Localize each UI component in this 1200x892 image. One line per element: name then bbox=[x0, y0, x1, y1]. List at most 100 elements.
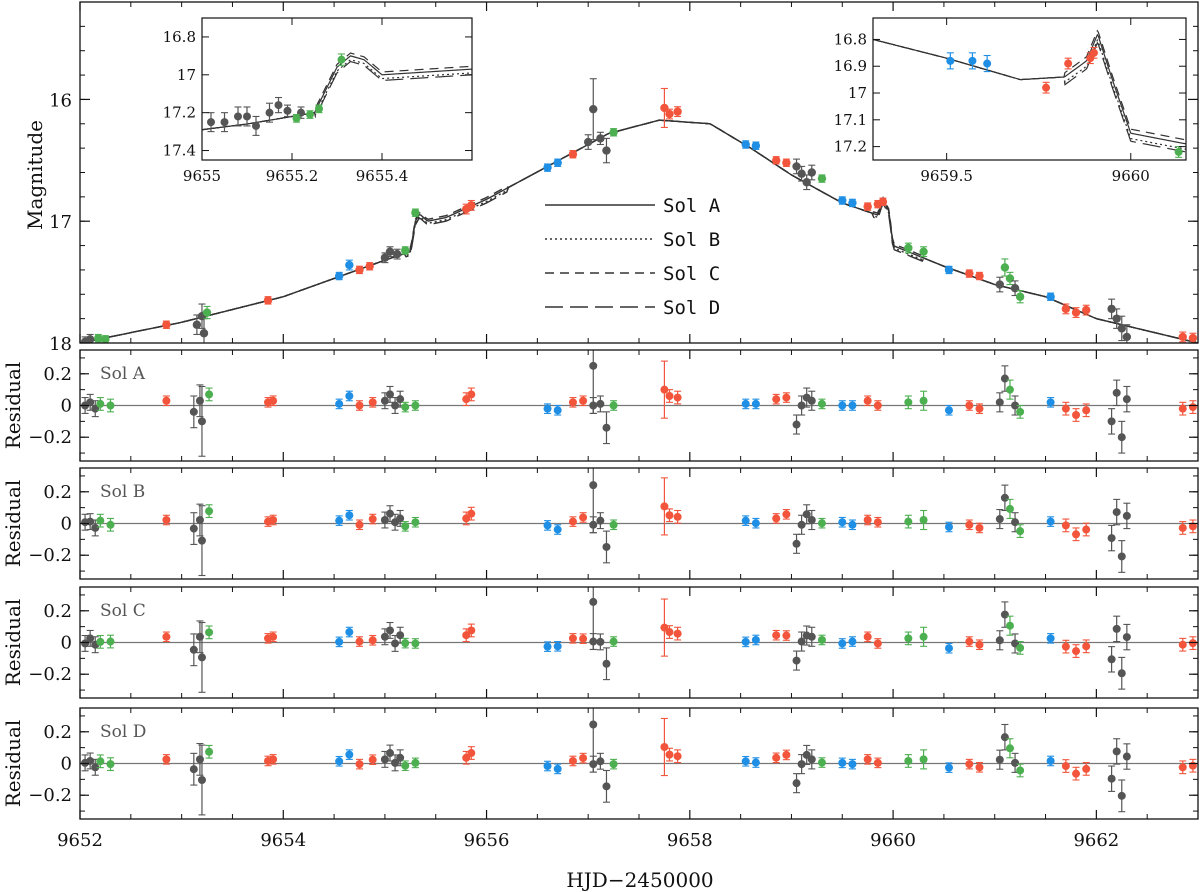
residual-point bbox=[838, 758, 847, 767]
inset-right-data-point bbox=[1174, 147, 1183, 156]
residual-point bbox=[817, 519, 826, 528]
data-point bbox=[1122, 332, 1132, 342]
data-point bbox=[334, 271, 344, 281]
residual-point bbox=[467, 390, 476, 399]
residual-point bbox=[919, 755, 928, 764]
x-axis-label: HJD−2450000 bbox=[566, 868, 713, 892]
data-point bbox=[596, 134, 605, 143]
residual-point bbox=[1112, 508, 1121, 517]
residual-point bbox=[411, 758, 420, 767]
residual-point bbox=[1117, 669, 1126, 678]
data-point bbox=[101, 335, 110, 343]
residual-point bbox=[380, 755, 389, 764]
data-point bbox=[995, 280, 1005, 289]
residual-point bbox=[162, 396, 171, 405]
residual-point bbox=[665, 628, 674, 637]
data-point bbox=[202, 308, 212, 317]
residual-point bbox=[1178, 640, 1187, 649]
data-point bbox=[568, 150, 578, 159]
residual-point bbox=[782, 631, 791, 640]
residual-point bbox=[368, 515, 377, 524]
residual-point bbox=[660, 743, 669, 752]
residual-panel-label: Sol B bbox=[100, 482, 145, 502]
residual-point bbox=[792, 539, 801, 548]
data-point bbox=[543, 163, 552, 172]
residual-point bbox=[797, 760, 806, 769]
residual-point bbox=[162, 755, 171, 764]
residual-point bbox=[817, 635, 826, 644]
residual-point bbox=[81, 639, 90, 648]
residual-point bbox=[741, 516, 750, 525]
residual-point bbox=[1188, 403, 1197, 412]
residual-point bbox=[189, 645, 198, 654]
residual-point bbox=[96, 637, 105, 646]
data-point bbox=[1071, 308, 1081, 317]
residual-point bbox=[772, 753, 781, 762]
residual-point bbox=[1011, 401, 1020, 410]
data-point bbox=[741, 140, 750, 149]
data-point bbox=[944, 265, 954, 275]
residual-point bbox=[838, 518, 847, 527]
residual-point bbox=[467, 626, 476, 635]
inset-left-y-tick-label: 16.8 bbox=[163, 28, 196, 46]
residual-point bbox=[335, 757, 344, 766]
residual-point bbox=[1178, 763, 1187, 772]
residual-point bbox=[944, 522, 953, 531]
residual-point bbox=[596, 399, 605, 408]
residual-point bbox=[1061, 762, 1070, 771]
main-y-tick-label: 18 bbox=[49, 334, 72, 355]
residual-point bbox=[553, 642, 562, 651]
x-tick-label: 9656 bbox=[464, 830, 510, 851]
residual-point bbox=[162, 516, 171, 525]
residual-point bbox=[782, 750, 791, 759]
residual-point bbox=[1117, 791, 1126, 800]
data-point bbox=[94, 333, 103, 343]
data-point bbox=[1000, 263, 1010, 272]
residual-point bbox=[817, 758, 826, 767]
residual-point bbox=[807, 755, 816, 764]
data-point bbox=[1188, 333, 1198, 343]
residual-point bbox=[1082, 525, 1091, 534]
residual-point bbox=[162, 632, 171, 641]
data-point bbox=[609, 128, 618, 137]
residual-y-tick-label: 0 bbox=[61, 396, 72, 417]
residual-point bbox=[355, 401, 364, 410]
residual-point bbox=[1107, 774, 1116, 783]
residual-point bbox=[106, 760, 115, 769]
residual-panel-label: Sol C bbox=[100, 601, 146, 621]
residual-point bbox=[1082, 764, 1091, 773]
data-point bbox=[772, 156, 781, 165]
residual-point bbox=[919, 396, 928, 405]
residual-plot-area-2 bbox=[80, 468, 1198, 577]
residual-point bbox=[401, 522, 410, 531]
inset-right-data-point bbox=[1064, 59, 1073, 68]
residual-point bbox=[863, 755, 872, 764]
residual-point bbox=[1011, 758, 1020, 767]
residual-point bbox=[797, 637, 806, 646]
residual-point bbox=[195, 396, 204, 405]
residual-point bbox=[1188, 639, 1197, 648]
inset-left-x-tick-label: 9655.2 bbox=[266, 167, 319, 185]
x-tick-label: 9662 bbox=[1073, 830, 1119, 851]
inset-right-y-tick-label: 17.1 bbox=[834, 111, 867, 129]
residual-point bbox=[904, 517, 913, 526]
residual-point bbox=[467, 509, 476, 518]
residual-point bbox=[797, 520, 806, 529]
data-point bbox=[751, 141, 761, 150]
residual-point bbox=[596, 757, 605, 766]
inset-left-background bbox=[202, 18, 472, 160]
residual-point bbox=[269, 396, 278, 405]
residual-point bbox=[355, 637, 364, 646]
residual-point bbox=[1061, 642, 1070, 651]
residual-point bbox=[741, 757, 750, 766]
main-plot-area bbox=[80, 78, 1198, 343]
residual-point bbox=[385, 509, 394, 518]
residual-point bbox=[391, 639, 400, 648]
inset-left-data-point bbox=[252, 121, 260, 130]
residual-point bbox=[1112, 747, 1121, 756]
data-point bbox=[192, 320, 202, 329]
data-point bbox=[1015, 292, 1025, 301]
inset-left-x-tick-label: 9655 bbox=[183, 167, 221, 185]
residual-point bbox=[660, 385, 669, 394]
residual-point bbox=[86, 634, 95, 643]
